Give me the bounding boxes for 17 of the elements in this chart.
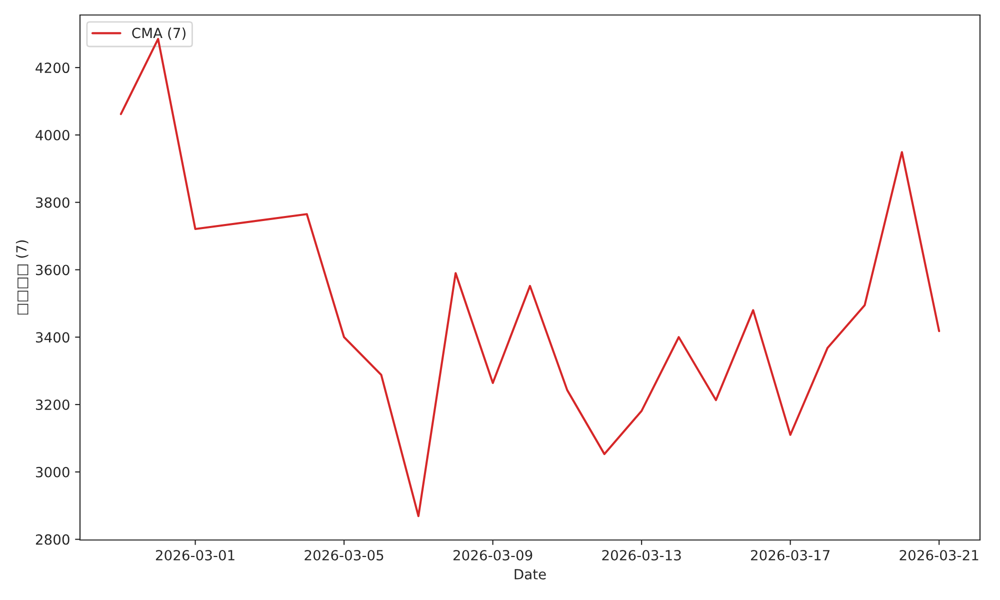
- y-tick-label: 2800: [36, 534, 70, 545]
- x-tick-label: 2026-03-05: [304, 550, 384, 560]
- x-tick-label: 2026-03-17: [750, 550, 830, 560]
- y-tick-label: 4200: [36, 62, 70, 74]
- y-tick-label: 4000: [36, 130, 70, 140]
- y-tick-label: 3600: [36, 264, 70, 276]
- y-tick-label: 3400: [36, 332, 70, 343]
- legend-label: CMA (7): [132, 28, 186, 40]
- x-axis-title: Date: [514, 569, 546, 580]
- y-tick-label: 3800: [36, 197, 70, 208]
- y-tick-label: 3200: [36, 400, 70, 410]
- y-tick-label: 3000: [36, 466, 70, 478]
- x-tick-label: 2026-03-13: [602, 550, 681, 560]
- x-tick-label: 2026-03-01: [156, 550, 234, 560]
- y-axis-title: □□□□ (7): [16, 240, 28, 315]
- x-tick-label: 2026-03-09: [453, 550, 532, 560]
- x-tick-label: 2026-03-21: [900, 550, 978, 560]
